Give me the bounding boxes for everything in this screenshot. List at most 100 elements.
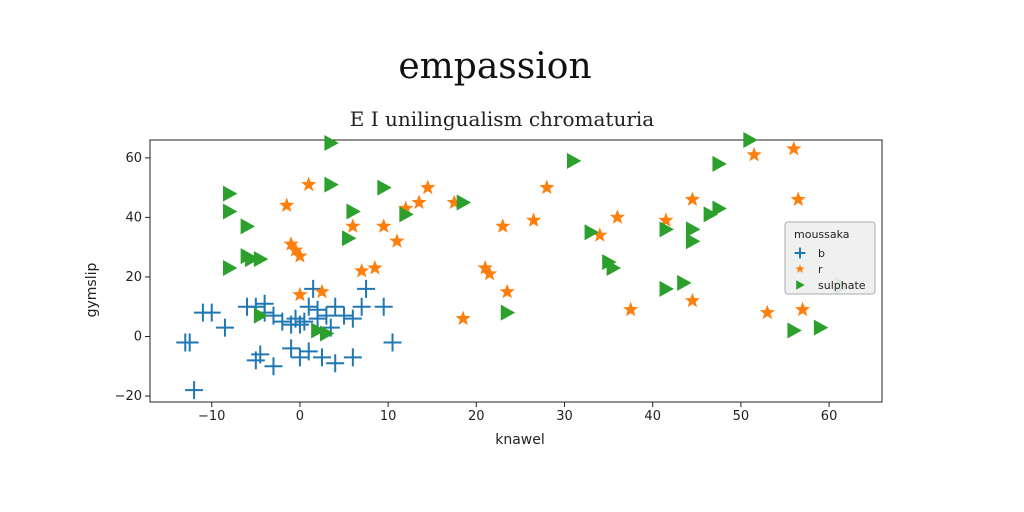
plot-area bbox=[149, 139, 883, 403]
point-r bbox=[658, 212, 674, 227]
point-b bbox=[326, 297, 345, 316]
point-b bbox=[202, 303, 221, 322]
point-r bbox=[420, 179, 436, 195]
point-r bbox=[389, 233, 405, 248]
point-sulphate bbox=[253, 251, 269, 268]
point-r bbox=[499, 283, 515, 299]
point-b bbox=[335, 306, 354, 325]
point-b bbox=[357, 279, 376, 298]
point-r bbox=[481, 266, 498, 281]
point-b bbox=[251, 345, 270, 364]
point-r bbox=[292, 248, 308, 263]
point-b bbox=[343, 309, 362, 328]
chart-subtitle: E I unilingualism chromaturia bbox=[350, 107, 654, 131]
point-r bbox=[287, 242, 304, 257]
point-sulphate bbox=[222, 203, 238, 220]
point-r bbox=[398, 200, 414, 215]
point-r bbox=[283, 236, 299, 251]
point-b bbox=[290, 315, 309, 334]
point-sulphate bbox=[311, 322, 326, 339]
point-sulphate bbox=[456, 194, 472, 211]
point-sulphate bbox=[584, 224, 599, 241]
point-r bbox=[314, 283, 330, 299]
point-r bbox=[345, 218, 361, 233]
point-r bbox=[446, 194, 462, 209]
y-axis: −20 0 20 40 60 bbox=[115, 151, 150, 404]
point-sulphate bbox=[319, 325, 335, 342]
point-sulphate bbox=[606, 260, 622, 277]
legend-label-sulphate: sulphate bbox=[818, 279, 866, 292]
legend-label-r: r bbox=[818, 263, 823, 276]
point-b bbox=[374, 297, 393, 316]
point-sulphate bbox=[703, 206, 719, 223]
point-sulphate bbox=[685, 221, 701, 238]
point-r bbox=[609, 209, 625, 224]
x-tick-label: 10 bbox=[380, 409, 397, 424]
point-sulphate bbox=[685, 233, 701, 250]
point-b bbox=[180, 333, 199, 352]
x-tick-label: 0 bbox=[296, 409, 304, 424]
point-r bbox=[759, 304, 775, 320]
legend-title: moussaka bbox=[794, 228, 850, 241]
chart-title: empassion bbox=[398, 46, 591, 87]
legend-marker-sulphate bbox=[796, 280, 805, 290]
point-sulphate bbox=[222, 185, 238, 202]
point-sulphate bbox=[566, 152, 582, 169]
point-r bbox=[746, 146, 762, 162]
point-r bbox=[477, 260, 493, 275]
x-tick-label: 20 bbox=[468, 409, 485, 424]
point-sulphate bbox=[324, 134, 339, 151]
x-tick-label: 50 bbox=[733, 409, 750, 424]
point-r bbox=[411, 194, 427, 209]
point-b bbox=[343, 348, 362, 367]
point-b bbox=[312, 348, 331, 367]
point-sulphate bbox=[253, 307, 269, 324]
legend-marker-b bbox=[794, 247, 806, 259]
point-r bbox=[786, 140, 802, 156]
point-b bbox=[383, 333, 402, 352]
y-tick-label: 60 bbox=[125, 151, 142, 166]
point-r bbox=[495, 218, 511, 233]
point-b bbox=[304, 279, 323, 298]
point-sulphate bbox=[677, 274, 692, 291]
legend: moussaka br sulphate bbox=[784, 221, 876, 295]
point-b bbox=[299, 342, 318, 361]
point-sulphate bbox=[659, 280, 674, 297]
legend-marker-r bbox=[795, 264, 805, 273]
point-r bbox=[292, 286, 308, 302]
y-axis-label: gymslip bbox=[84, 263, 100, 318]
point-r bbox=[539, 179, 555, 195]
point-r bbox=[790, 191, 806, 206]
point-b bbox=[317, 306, 336, 325]
point-r bbox=[354, 263, 370, 278]
point-b bbox=[352, 297, 371, 316]
point-b bbox=[273, 312, 292, 331]
y-tick-label: 0 bbox=[134, 330, 142, 345]
point-b bbox=[299, 297, 318, 316]
point-r bbox=[592, 227, 608, 242]
point-sulphate bbox=[712, 155, 727, 172]
point-sulphate bbox=[222, 260, 238, 277]
point-r bbox=[301, 176, 317, 192]
point-sulphate bbox=[324, 176, 339, 193]
point-b bbox=[282, 339, 301, 358]
point-r bbox=[376, 218, 392, 233]
legend-items: br sulphate bbox=[794, 247, 866, 292]
point-r bbox=[455, 310, 471, 326]
point-r bbox=[684, 191, 700, 206]
x-axis: −10 0 10 20 30 40 50 60 bbox=[198, 402, 837, 424]
y-tick-label: −20 bbox=[115, 389, 142, 404]
point-sulphate bbox=[743, 132, 758, 148]
point-sulphate bbox=[500, 304, 516, 321]
x-tick-label: 30 bbox=[556, 409, 573, 424]
point-sulphate bbox=[787, 322, 802, 339]
point-sulphate bbox=[342, 230, 357, 247]
x-tick-label: −10 bbox=[198, 409, 225, 424]
x-tick-label: 60 bbox=[821, 409, 838, 424]
point-sulphate bbox=[399, 206, 414, 223]
point-r bbox=[526, 212, 542, 227]
y-tick-label: 40 bbox=[125, 210, 142, 225]
point-sulphate bbox=[813, 319, 829, 336]
legend-label-b: b bbox=[818, 247, 825, 260]
